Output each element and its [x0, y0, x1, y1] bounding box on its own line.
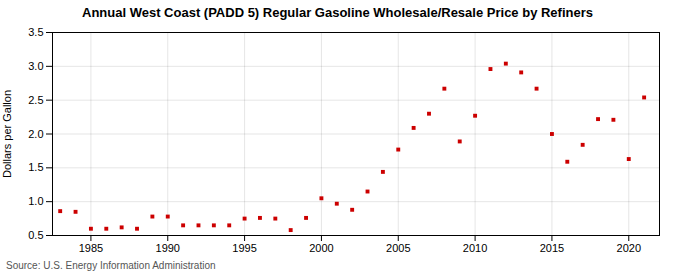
- svg-text:2.0: 2.0: [28, 128, 43, 140]
- svg-text:1.0: 1.0: [28, 195, 43, 207]
- svg-text:1.5: 1.5: [28, 161, 43, 173]
- svg-text:1990: 1990: [156, 242, 180, 254]
- svg-text:2005: 2005: [386, 242, 410, 254]
- svg-text:2.5: 2.5: [28, 94, 43, 106]
- svg-text:2020: 2020: [617, 242, 641, 254]
- svg-text:3.0: 3.0: [28, 60, 43, 72]
- svg-text:2015: 2015: [540, 242, 564, 254]
- svg-text:1995: 1995: [232, 242, 256, 254]
- svg-text:3.5: 3.5: [28, 26, 43, 38]
- svg-text:Dollars per Gallon: Dollars per Gallon: [1, 90, 13, 178]
- html-text:Annual West Coast (PADD 5) Reg: Annual West Coast (PADD 5) Regular Gasol…: [82, 5, 593, 20]
- svg-text:1985: 1985: [79, 242, 103, 254]
- svg-text:0.5: 0.5: [28, 229, 43, 241]
- svg-text:2010: 2010: [463, 242, 487, 254]
- svg-text:2000: 2000: [309, 242, 333, 254]
- html-text:Source: U.S. Energy Informatio: Source: U.S. Energy Information Administ…: [6, 260, 216, 271]
